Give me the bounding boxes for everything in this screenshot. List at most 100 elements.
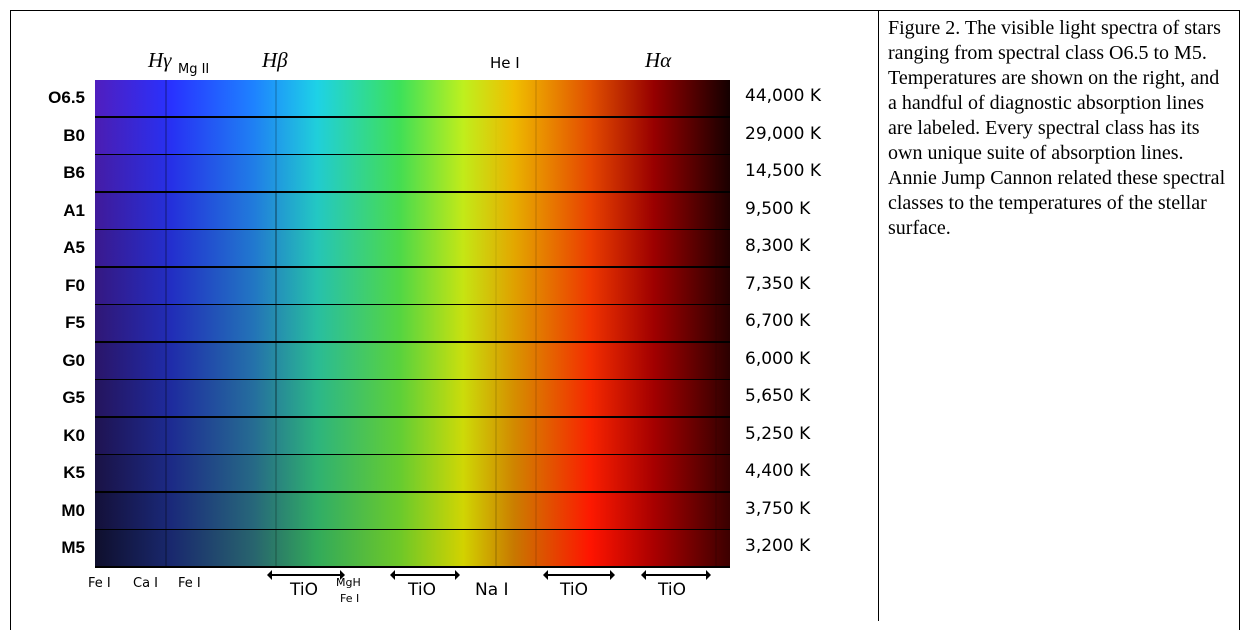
absorption-line [275, 455, 277, 491]
spectrum-row [95, 155, 730, 193]
absorption-line [715, 343, 717, 379]
band-label: TiO [658, 580, 686, 600]
absorption-line [715, 418, 717, 454]
temperature: 4,400 K [745, 461, 810, 481]
spectrum-row [95, 418, 730, 456]
absorption-line [275, 530, 277, 566]
absorption-line [275, 193, 277, 229]
absorption-line [165, 80, 167, 116]
absorption-line [165, 118, 167, 154]
spectrum-row [95, 530, 730, 568]
cell-divider [878, 10, 879, 621]
band-arrow [548, 574, 610, 576]
absorption-line [495, 418, 497, 454]
temperature: 8,300 K [745, 236, 810, 256]
band-label: TiO [290, 580, 318, 600]
absorption-line [495, 193, 497, 229]
spectrum-row [95, 343, 730, 381]
absorption-line [165, 155, 167, 191]
absorption-line [165, 193, 167, 229]
spectral-class: A1 [15, 201, 85, 221]
spectrum-row [95, 193, 730, 231]
spectral-class: M0 [15, 501, 85, 521]
absorption-line [165, 305, 167, 341]
absorption-line [165, 268, 167, 304]
absorption-line [165, 493, 167, 529]
absorption-line [715, 155, 717, 191]
temperature: 14,500 K [745, 161, 821, 181]
spectral-class: K0 [15, 426, 85, 446]
band-arrow [395, 574, 455, 576]
absorption-line [715, 230, 717, 266]
absorption-line [535, 493, 537, 529]
line-label: He I [490, 54, 520, 72]
absorption-line [535, 268, 537, 304]
absorption-line [535, 530, 537, 566]
page: Figure 2. The visible light spectra of s… [0, 0, 1250, 621]
temperature: 6,700 K [745, 311, 810, 331]
spectrum-row [95, 268, 730, 306]
absorption-line [495, 493, 497, 529]
temperature: 5,650 K [745, 386, 810, 406]
line-label: Na I [475, 580, 509, 600]
spectrum-row [95, 380, 730, 418]
temperature: 6,000 K [745, 349, 810, 369]
absorption-line [715, 268, 717, 304]
absorption-line [715, 455, 717, 491]
absorption-line [535, 80, 537, 116]
absorption-line [495, 343, 497, 379]
absorption-line [715, 380, 717, 416]
spectral-class: F0 [15, 276, 85, 296]
absorption-line [535, 343, 537, 379]
absorption-line [275, 118, 277, 154]
absorption-line [715, 118, 717, 154]
absorption-line [165, 530, 167, 566]
absorption-line [535, 380, 537, 416]
absorption-line [275, 230, 277, 266]
absorption-line [535, 155, 537, 191]
absorption-line [495, 305, 497, 341]
absorption-line [495, 268, 497, 304]
absorption-line [275, 155, 277, 191]
temperature: 29,000 K [745, 124, 821, 144]
absorption-line [275, 493, 277, 529]
line-label: Fe I [88, 576, 111, 591]
line-label: Fe I [178, 576, 201, 591]
band-label: TiO [560, 580, 588, 600]
absorption-line [535, 193, 537, 229]
line-label: Hα [645, 48, 671, 73]
absorption-line [165, 230, 167, 266]
caption: Figure 2. The visible light spectra of s… [888, 16, 1233, 241]
absorption-line [495, 118, 497, 154]
temperature: 5,250 K [745, 424, 810, 444]
line-label: MgH [336, 576, 361, 589]
absorption-line [275, 418, 277, 454]
temperature: 9,500 K [745, 199, 810, 219]
spectral-class: A5 [15, 238, 85, 258]
band-arrow [646, 574, 706, 576]
spectral-class: B6 [15, 163, 85, 183]
absorption-line [535, 230, 537, 266]
absorption-line [165, 343, 167, 379]
temperature: 7,350 K [745, 274, 810, 294]
absorption-line [495, 530, 497, 566]
absorption-line [535, 455, 537, 491]
band-arrow [272, 574, 340, 576]
spectrum-row [95, 230, 730, 268]
absorption-line [495, 455, 497, 491]
absorption-line [275, 80, 277, 116]
absorption-line [535, 418, 537, 454]
absorption-line [495, 155, 497, 191]
absorption-line [275, 343, 277, 379]
spectrum-row [95, 118, 730, 156]
absorption-line [715, 493, 717, 529]
band-label: TiO [408, 580, 436, 600]
absorption-line [535, 305, 537, 341]
absorption-line [165, 418, 167, 454]
temperature: 3,200 K [745, 536, 810, 556]
spectral-class: F5 [15, 313, 85, 333]
absorption-line [535, 118, 537, 154]
temperature: 3,750 K [745, 499, 810, 519]
absorption-line [165, 380, 167, 416]
line-label: Hβ [262, 48, 288, 73]
